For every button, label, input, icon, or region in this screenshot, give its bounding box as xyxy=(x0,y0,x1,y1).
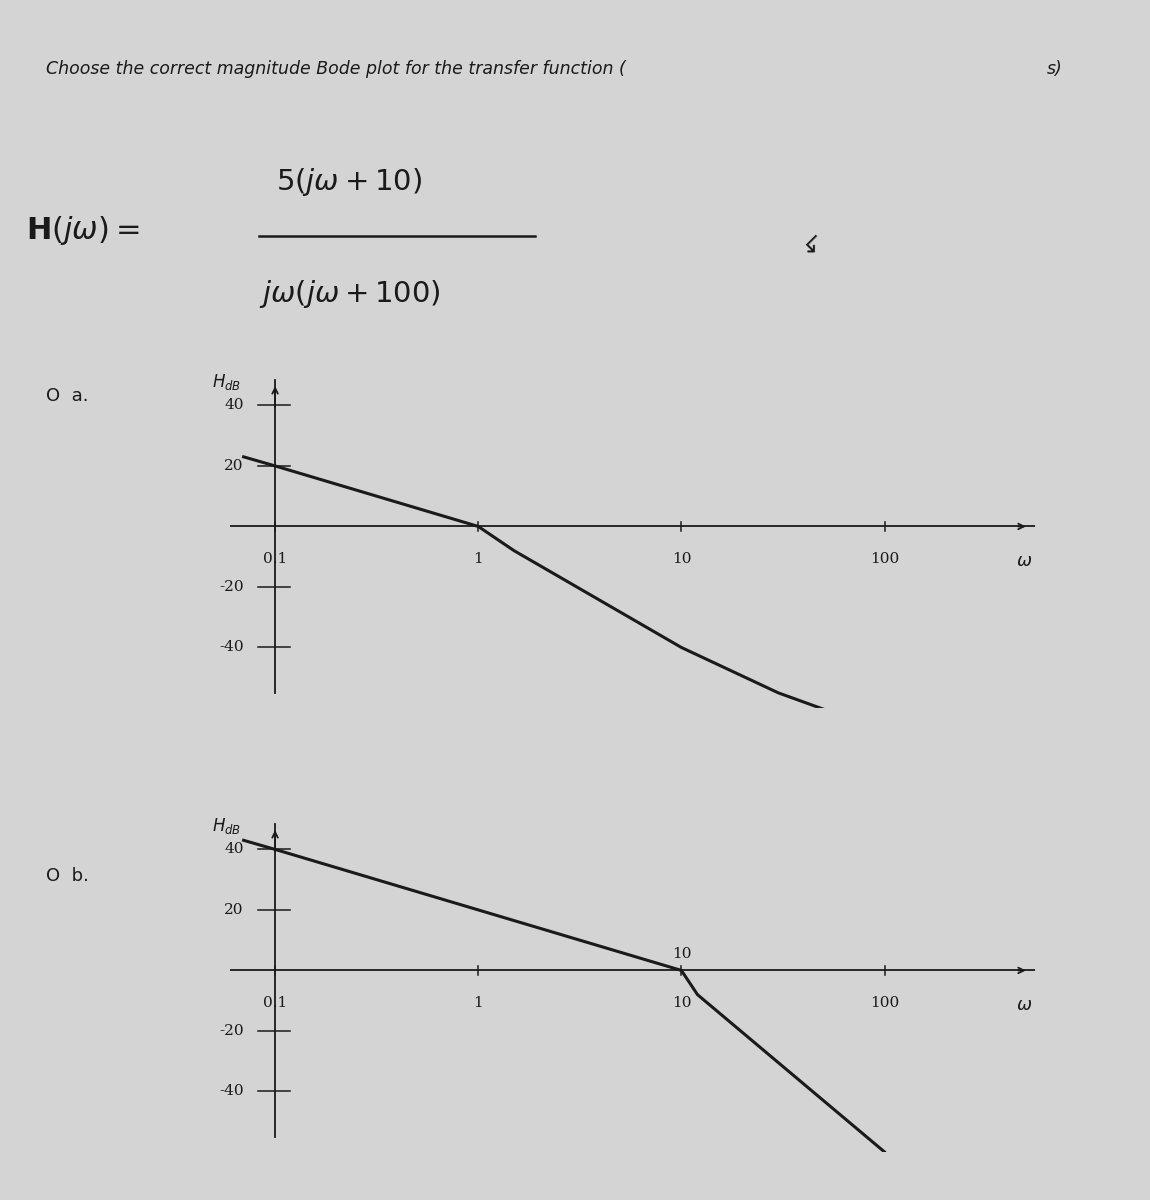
Text: Choose the correct magnitude Bode plot for the transfer function (: Choose the correct magnitude Bode plot f… xyxy=(46,60,626,78)
Text: $H_{dB}$: $H_{dB}$ xyxy=(212,816,242,835)
Text: 20: 20 xyxy=(224,458,244,473)
Text: 1: 1 xyxy=(474,996,483,1010)
Text: -20: -20 xyxy=(218,1024,244,1038)
Text: $\mathbf{H}(j\omega) =$: $\mathbf{H}(j\omega) =$ xyxy=(25,214,139,247)
Text: $\omega$: $\omega$ xyxy=(1015,996,1032,1014)
Text: -20: -20 xyxy=(218,580,244,594)
Text: s): s) xyxy=(1046,60,1063,78)
Text: O  a.: O a. xyxy=(46,386,89,404)
Text: $5(j\omega + 10)$: $5(j\omega + 10)$ xyxy=(276,167,422,198)
Text: 0.1: 0.1 xyxy=(263,552,288,566)
Text: 100: 100 xyxy=(869,996,899,1010)
Text: 100: 100 xyxy=(869,552,899,566)
Text: 10: 10 xyxy=(672,947,691,961)
Text: -40: -40 xyxy=(218,1085,244,1098)
Text: 40: 40 xyxy=(224,842,244,857)
Text: $H_{dB}$: $H_{dB}$ xyxy=(212,372,242,391)
Text: 0.1: 0.1 xyxy=(263,996,288,1010)
Text: 10: 10 xyxy=(672,552,691,566)
Text: $j\omega(j\omega + 100)$: $j\omega(j\omega + 100)$ xyxy=(259,277,440,310)
Text: ↳: ↳ xyxy=(793,234,826,265)
Text: 10: 10 xyxy=(672,996,691,1010)
Text: 1: 1 xyxy=(474,552,483,566)
Text: O  b.: O b. xyxy=(46,866,89,886)
Text: -40: -40 xyxy=(218,641,244,654)
Text: 20: 20 xyxy=(224,902,244,917)
Text: 40: 40 xyxy=(224,398,244,413)
Text: $\omega$: $\omega$ xyxy=(1015,552,1032,570)
